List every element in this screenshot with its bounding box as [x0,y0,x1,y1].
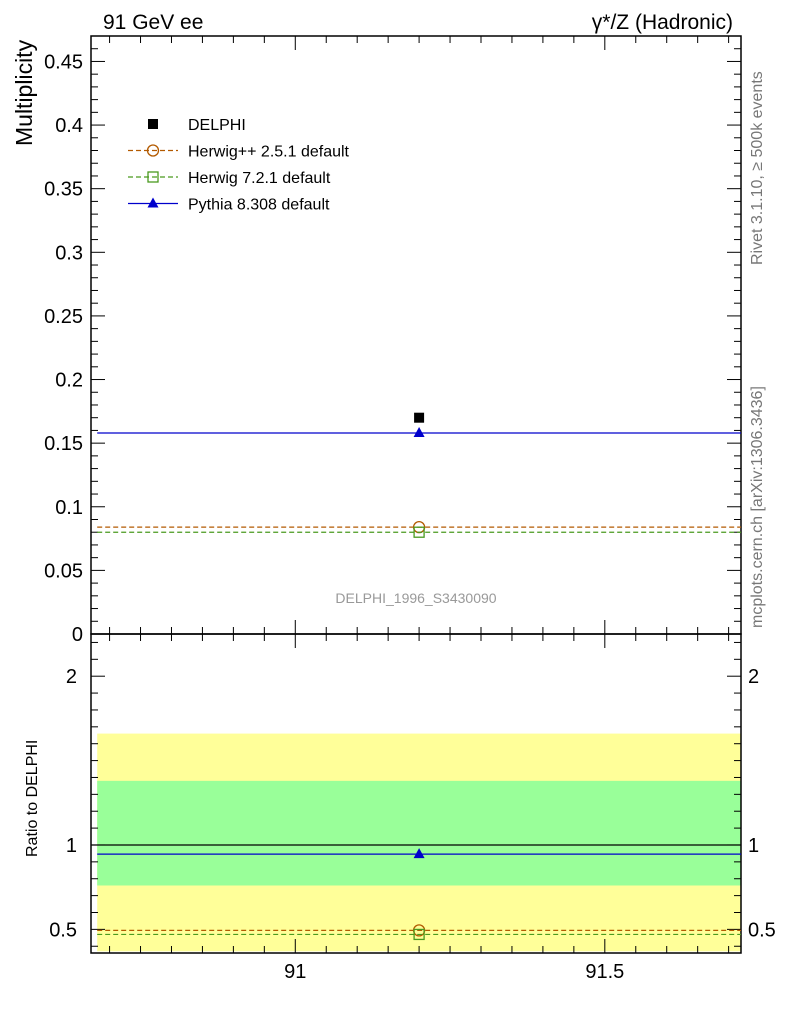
y-tick-label: 0.3 [55,242,83,264]
ratio-y-axis-label: Ratio to DELPHI [24,740,41,857]
y-tick-label: 0.4 [55,115,83,137]
legend-marker-3 [147,197,159,208]
y-tick-label: 0.1 [55,497,83,519]
ratio-y-tick-label-left: 0.5 [49,919,77,941]
x-tick-label: 91.5 [585,961,624,983]
header-right: γ*/Z (Hadronic) [592,11,733,34]
y-tick-label: 0 [72,624,83,646]
ratio-point-2 [413,848,425,859]
header-left: 91 GeV ee [103,11,203,34]
data-point-2 [413,526,425,538]
data-point-3 [413,426,425,437]
legend-label-1: Herwig++ 2.5.1 default [188,144,350,161]
legend-label-3: Pythia 8.308 default [188,197,330,214]
x-tick-label: 91 [284,961,306,983]
legend-marker-0 [148,119,158,129]
y-tick-label: 0.15 [44,433,83,455]
data-point-0 [414,412,425,423]
y-axis-label: Multiplicity [11,39,37,146]
ratio-y-tick-label-right: 2 [748,666,759,688]
mcplots-side-label: mcplots.cern.ch [arXiv:1306.3436] [749,386,766,628]
ratio-y-tick-label-left: 1 [66,835,77,857]
y-tick-label: 0.2 [55,370,83,392]
legend-label-2: Herwig 7.2.1 default [188,170,331,187]
legend: DELPHI Herwig++ 2.5.1 default Herwig 7.2.1… [128,117,350,214]
ratio-y-tick-label-right: 1 [748,835,759,857]
rivet-side-label: Rivet 3.1.10, ≥ 500k events [749,71,766,265]
main-panel: 0 0.05 0.1 0.15 0.2 0.25 0.3 0.35 0.4 0.45 [44,35,742,646]
ratio-y-tick-label-right: 0.5 [748,919,776,941]
y-tick-label: 0.35 [44,179,83,201]
ratio-y-tick-label-left: 2 [66,666,77,688]
ratio-frame [90,633,742,954]
legend-marker-1 [146,144,160,157]
y-tick-label: 0.05 [44,560,83,582]
ratio-point-1 [413,928,425,941]
y-tick-label: 0.45 [44,51,83,73]
legend-marker-2 [147,171,159,183]
y-tick-label: 0.25 [44,306,83,328]
watermark: DELPHI_1996_S3430090 [335,590,496,606]
ratio-panel: 91 91.5 0.5 0.5 1 1 2 2 [49,633,776,983]
ratio-band-inner [97,780,741,886]
legend-label-0: DELPHI [188,117,246,134]
